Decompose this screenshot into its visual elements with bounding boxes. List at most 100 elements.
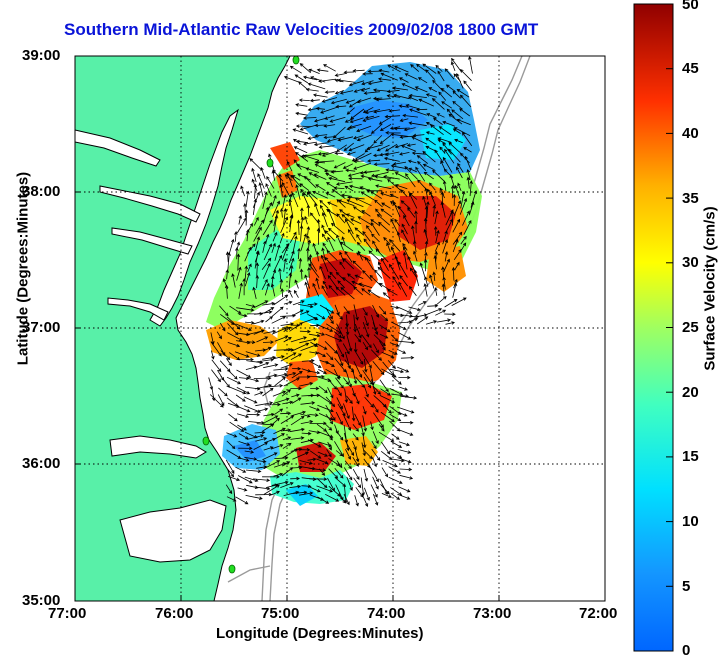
velocity-arrow xyxy=(264,402,281,407)
velocity-arrow xyxy=(292,490,308,495)
velocity-arrow xyxy=(446,108,455,118)
velocity-arrow xyxy=(321,285,328,296)
velocity-arrow xyxy=(335,450,344,457)
velocity-arrow xyxy=(342,414,352,431)
velocity-arrow xyxy=(389,413,402,422)
velocity-arrow xyxy=(211,359,222,373)
velocity-arrow xyxy=(281,461,291,467)
velocity-arrow xyxy=(226,496,237,502)
velocity-arrow xyxy=(219,305,229,317)
velocity-arrow xyxy=(360,87,371,92)
velocity-arrow xyxy=(353,135,364,140)
velocity-arrow xyxy=(344,250,353,263)
velocity-arrow xyxy=(209,394,224,408)
velocity-arrow xyxy=(416,316,429,325)
velocity-arrow xyxy=(272,231,278,242)
velocity-arrow xyxy=(325,333,343,342)
velocity-arrow xyxy=(436,113,445,118)
velocity-arrow xyxy=(380,313,389,322)
velocity-arrow xyxy=(279,232,285,244)
velocity-arrow xyxy=(265,233,270,244)
velocity-arrow xyxy=(440,160,446,171)
velocity-arrow xyxy=(452,90,461,99)
velocity-arrow xyxy=(433,254,438,270)
velocity-arrow xyxy=(264,384,284,388)
velocity-arrow xyxy=(306,226,311,236)
velocity-arrow xyxy=(336,387,342,397)
velocity-arrow xyxy=(440,87,453,98)
velocity-arrow xyxy=(437,70,445,82)
velocity-arrow xyxy=(378,221,391,233)
velocity-arrow xyxy=(356,241,366,251)
velocity-arrow xyxy=(361,210,371,217)
velocity-arrow xyxy=(337,78,356,83)
velocity-arrow xyxy=(306,204,311,217)
velocity-arrow xyxy=(262,452,278,461)
velocity-arrow xyxy=(322,280,328,289)
velocity-arrow xyxy=(235,247,239,260)
velocity-arrow xyxy=(438,91,447,101)
velocity-arrow xyxy=(390,218,399,234)
velocity-arrow xyxy=(442,180,447,191)
velocity-arrow xyxy=(347,273,355,280)
velocity-arrow xyxy=(309,360,322,368)
velocity-arrow xyxy=(383,237,391,245)
velocity-arrow xyxy=(348,123,362,129)
velocity-arrow xyxy=(264,282,270,296)
velocity-arrow xyxy=(452,193,457,206)
velocity-arrow xyxy=(346,476,353,491)
velocity-arrow xyxy=(452,218,460,233)
velocity-arrow xyxy=(347,228,357,242)
velocity-arrow xyxy=(412,133,425,138)
velocity-arrow xyxy=(304,281,310,297)
velocity-arrow xyxy=(306,375,325,379)
velocity-arrow xyxy=(328,468,339,479)
velocity-arrow xyxy=(399,467,413,472)
rappahannock-river xyxy=(111,227,193,255)
velocity-arrow xyxy=(236,369,252,378)
velocity-arrow xyxy=(218,387,228,397)
velocity-arrow xyxy=(382,460,398,468)
velocity-arrow xyxy=(272,306,284,317)
velocity-arrow xyxy=(226,316,241,330)
velocity-arrow xyxy=(217,394,225,407)
velocity-arrow xyxy=(263,346,272,352)
velocity-arrow xyxy=(426,113,437,119)
velocity-arrow xyxy=(236,253,241,271)
velocity-arrow xyxy=(408,121,427,127)
velocity-arrow xyxy=(280,428,292,432)
velocity-arrow xyxy=(320,254,329,272)
velocity-arrow xyxy=(315,277,320,290)
velocity-arrow xyxy=(352,469,360,481)
velocity-arrow xyxy=(354,394,360,405)
velocity-arrow xyxy=(286,172,293,188)
velocity-arrow xyxy=(432,204,437,217)
velocity-arrow xyxy=(423,171,434,180)
velocity-arrow xyxy=(460,235,467,245)
velocity-arrow xyxy=(313,173,327,180)
velocity-arrow xyxy=(307,107,317,112)
colorbar-tick-label: 0 xyxy=(682,642,691,659)
velocity-arrow xyxy=(363,385,369,398)
velocity-arrow xyxy=(243,202,247,218)
velocity-arrow xyxy=(336,343,344,358)
velocity-arrow xyxy=(442,230,448,245)
velocity-arrow xyxy=(325,493,340,502)
velocity-arrow xyxy=(273,214,279,233)
velocity-arrow xyxy=(336,213,346,224)
velocity-arrow xyxy=(371,448,381,461)
velocity-arrow xyxy=(414,86,428,93)
velocity-arrow xyxy=(422,63,437,74)
velocity-arrow xyxy=(398,486,411,493)
velocity-arrow xyxy=(272,200,280,218)
velocity-arrow xyxy=(396,231,401,243)
velocity-arrow xyxy=(235,394,246,402)
colorbar-tick-label: 10 xyxy=(682,513,699,530)
velocity-arrow xyxy=(289,264,294,278)
velocity-arrow xyxy=(394,172,409,180)
velocity-arrow xyxy=(273,433,285,441)
velocity-arrow xyxy=(245,365,258,370)
velocity-arrow xyxy=(327,227,337,236)
velocity-arrow xyxy=(321,212,328,227)
velocity-arrow xyxy=(452,282,458,298)
